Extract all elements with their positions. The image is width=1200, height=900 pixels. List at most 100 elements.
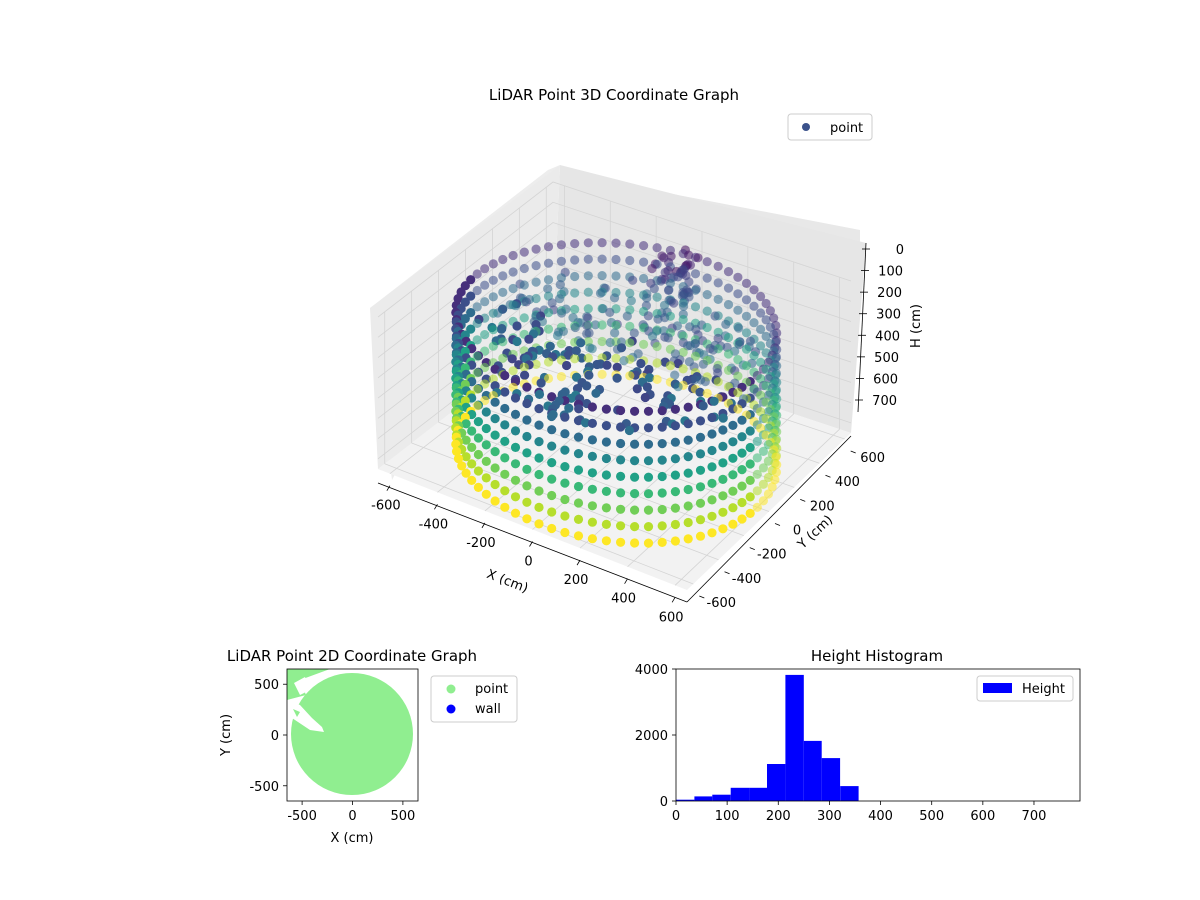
point-3d-755: [560, 429, 570, 439]
point-3d-745: [718, 425, 728, 435]
point-3d-9: [531, 244, 541, 254]
point-3d-798: [707, 445, 717, 456]
y-tick-3d-3: [774, 523, 781, 526]
point-3d-610: [547, 392, 557, 402]
point-3d-767: [473, 433, 483, 443]
point-3d-90: [480, 280, 490, 290]
point-3d-917: [745, 508, 755, 518]
point-3d-342: [639, 339, 649, 349]
point-3d-308: [524, 334, 534, 344]
point-3d-866: [560, 478, 570, 488]
point-3d-810: [683, 452, 693, 462]
x-tick-3d-4: [576, 559, 581, 566]
z-tick-label-3d-3: 300: [876, 308, 901, 323]
point-3d-180: [765, 306, 776, 316]
point-3d-800: [758, 446, 769, 456]
point-3d-305: [713, 333, 723, 343]
point-3d-38: [531, 261, 541, 271]
point-3d-845: [587, 468, 598, 478]
point-3d-910: [616, 504, 626, 514]
point-3d-663: [564, 403, 574, 413]
point-3d-863: [510, 475, 521, 485]
point-3d-205: [741, 311, 752, 321]
point-3d-846: [683, 468, 693, 478]
histogram-bar-3: [730, 787, 750, 801]
point-3d-730: [534, 420, 544, 430]
point-3d-61: [583, 271, 593, 281]
point-3d-392: [723, 349, 734, 359]
point-3d-77: [628, 275, 638, 285]
point-3d-186: [605, 307, 615, 317]
point-3d-779: [670, 437, 681, 447]
ticks-3d: -600-400-2000200400600-600-400-200020040…: [371, 243, 904, 625]
legend-histogram: Height: [976, 675, 1074, 702]
point-3d-374: [571, 346, 581, 356]
point-3d-264: [496, 324, 506, 334]
point-3d-508: [500, 370, 510, 381]
point-3d-665: [500, 403, 510, 414]
hist-x-tick-label-6: 600: [970, 809, 995, 824]
point-3d-933: [643, 522, 654, 532]
point-3d-134: [642, 293, 652, 303]
point-3d-165: [690, 302, 701, 312]
chart-3d: LiDAR Point 3D Coordinate Graph -600 -400…: [370, 86, 924, 625]
point-3d-32: [488, 259, 498, 269]
point-3d-807: [473, 449, 483, 460]
point-3d-913: [643, 505, 654, 515]
point-3d-773: [752, 436, 762, 446]
scatter-2d-area: [287, 669, 413, 795]
point-3d-843: [473, 466, 483, 476]
point-3d-924: [587, 517, 598, 527]
point-3d-848: [752, 469, 762, 479]
point-3d-771: [461, 435, 471, 445]
z-tick-label-3d-2: 200: [877, 286, 902, 301]
point-3d-126: [466, 291, 476, 301]
point-3d-785: [643, 439, 654, 449]
point-3d-111: [498, 287, 508, 297]
point-3d-415: [583, 353, 593, 363]
point-3d-673: [670, 404, 681, 414]
point-3d-430: [619, 356, 629, 366]
point-3d-575: [632, 384, 642, 394]
point-3d-491: [713, 368, 723, 378]
points-2d-notch: [294, 677, 310, 695]
point-3d-865: [745, 475, 755, 485]
points-2d-upper-left: [287, 669, 330, 700]
point-3d-884: [616, 488, 626, 498]
point-3d-1: [583, 238, 593, 248]
point-3d-331: [605, 337, 615, 348]
point-3d-826: [547, 458, 557, 468]
point-3d-869: [490, 479, 500, 490]
point-3d-888: [763, 489, 774, 499]
point-3d-50: [723, 267, 734, 277]
point-3d-932: [630, 522, 640, 532]
point-3d-659: [683, 402, 693, 412]
point-3d-791: [510, 442, 521, 452]
point-3d-592: [733, 388, 743, 398]
point-3d-98: [543, 284, 553, 294]
ticks-2d: -500 0 500 500 0 -500: [249, 678, 415, 824]
point-3d-262: [466, 324, 476, 334]
point-3d-929: [670, 519, 681, 530]
point-3d-859: [481, 473, 491, 483]
point-3d-384: [678, 347, 688, 357]
point-3d-914: [547, 507, 557, 517]
histogram-bar-0: [676, 799, 695, 801]
point-3d-850: [534, 469, 544, 480]
point-3d-349: [683, 341, 693, 351]
point-3d-509: [625, 371, 635, 381]
y-tick-label-3d-1: -400: [732, 572, 762, 587]
point-3d-88: [555, 280, 565, 290]
histogram-bar-5: [767, 764, 786, 801]
point-3d-170: [598, 304, 608, 314]
histogram-bar-4: [749, 787, 767, 801]
hist-y-tick-label-0: 0: [660, 795, 668, 810]
point-3d-256: [570, 322, 580, 333]
point-3d-881: [728, 486, 738, 496]
point-3d-882: [601, 486, 612, 496]
point-3d-561: [582, 381, 592, 391]
point-3d-817: [601, 453, 612, 464]
point-3d-751: [745, 426, 755, 436]
x-tick-label-3d-0: -600: [371, 499, 401, 514]
